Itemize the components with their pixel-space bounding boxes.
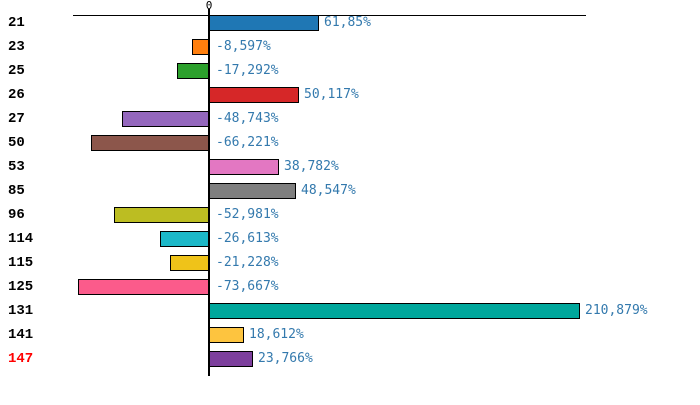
value-label: 61,85%: [324, 15, 371, 30]
value-label: -52,981%: [216, 207, 279, 222]
category-label: 53: [8, 159, 25, 175]
value-label: -17,292%: [216, 63, 279, 78]
category-label: 131: [8, 303, 34, 319]
category-label: 50: [8, 135, 25, 151]
value-label: -66,221%: [216, 135, 279, 150]
category-label: 96: [8, 207, 25, 223]
bar: [78, 279, 209, 295]
bar: [209, 351, 253, 367]
category-label: 25: [8, 63, 25, 79]
value-label: 50,117%: [304, 87, 359, 102]
value-label: -48,743%: [216, 111, 279, 126]
category-label: 27: [8, 111, 25, 127]
value-label: -8,597%: [216, 39, 271, 54]
category-label: 23: [8, 39, 25, 55]
category-label: 115: [8, 255, 34, 271]
value-label: -21,228%: [216, 255, 279, 270]
bar: [209, 87, 299, 103]
bar: [192, 39, 209, 55]
value-label: -26,613%: [216, 231, 279, 246]
bar: [209, 15, 319, 31]
bar: [160, 231, 209, 247]
value-label: 23,766%: [258, 351, 313, 366]
bar: [122, 111, 209, 127]
value-label: 18,612%: [249, 327, 304, 342]
category-label: 147: [8, 351, 34, 367]
bar: [170, 255, 209, 271]
category-label: 85: [8, 183, 25, 199]
category-label: 26: [8, 87, 25, 103]
value-label: 38,782%: [284, 159, 339, 174]
bar: [177, 63, 209, 79]
bar: [91, 135, 209, 151]
bar: [114, 207, 209, 223]
value-label: 48,547%: [301, 183, 356, 198]
bar: [209, 183, 296, 199]
category-label: 21: [8, 15, 25, 31]
category-label: 125: [8, 279, 34, 295]
value-label: -73,667%: [216, 279, 279, 294]
bar: [209, 159, 279, 175]
category-label: 141: [8, 327, 34, 343]
value-label: 210,879%: [585, 303, 648, 318]
bar: [209, 303, 580, 319]
bar: [209, 327, 244, 343]
top-axis-line: [73, 15, 586, 16]
category-label: 114: [8, 231, 34, 247]
zero-tick-label: 0: [205, 0, 213, 12]
